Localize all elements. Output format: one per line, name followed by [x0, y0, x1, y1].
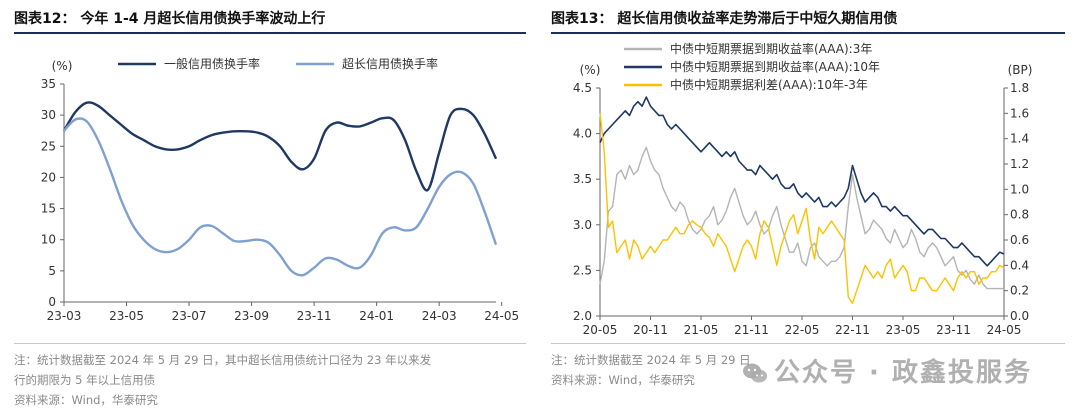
y2-tick-label: 0.6: [1010, 233, 1029, 247]
note-right: 注：统计数据截至 2024 年 5 月 29 日 资料来源：Wind，华泰研究: [551, 350, 751, 390]
chart-turnover: 0 5 10 15 20 25 30 35 (%) 23-03 23-05 23-07 23-09 23-…: [41, 56, 519, 323]
legend-label-1: 中债中短期票据到期收益率(AAA):3年: [670, 41, 872, 56]
y2-tick-label: 1.2: [1010, 157, 1029, 171]
y-tick-label: 15: [41, 202, 56, 216]
y-tick-label: 5: [48, 264, 56, 278]
watermark: 公众号 · 政鑫投服务: [742, 352, 1032, 389]
x-tick-label: 24-03: [422, 309, 457, 323]
series-line-1: [62, 101, 498, 192]
x-tick-label: 21-11: [734, 323, 769, 337]
chart-yield: 2.0 2.5 3.0 3.5 4.0 4.5 (%) 0.0 0.2 0.4 0.6 0.8 1.0 1…: [573, 41, 1033, 337]
y-tick-label: 3.5: [573, 172, 592, 186]
y2-tick-label: 1.6: [1010, 106, 1029, 120]
y-tick-label: 2.5: [573, 263, 592, 277]
wechat-icon: [743, 363, 767, 383]
note-right-line-1: 注：统计数据截至 2024 年 5 月 29 日: [551, 353, 751, 367]
x-tick-label: 22-11: [835, 323, 870, 337]
y2-tick-label: 1.4: [1010, 132, 1029, 146]
x-tick-label: 20-05: [583, 323, 618, 337]
x-tick-label: 23-03: [47, 309, 82, 323]
x-tick-label: 24-01: [359, 309, 394, 323]
x-tick-label: 23-05: [886, 323, 921, 337]
y2-axis-label: (BP): [1008, 63, 1033, 77]
title-rule-right: [551, 32, 1065, 34]
series-line-2: [599, 96, 1005, 267]
y2-tick-label: 1.0: [1010, 182, 1029, 196]
y-tick-label: 35: [41, 77, 56, 91]
y2-tick-label: 0.0: [1010, 309, 1029, 323]
y-tick-label: 30: [41, 108, 56, 122]
watermark-text: 公众号 · 政鑫投服务: [774, 358, 1032, 388]
legend-label-2: 超长信用债换手率: [342, 56, 438, 71]
legend-label-3: 中债中短期票据利差(AAA):10年-3年: [670, 77, 868, 92]
y-axis-label: (%): [580, 63, 601, 77]
legend-label-2: 中债中短期票据到期收益率(AAA):10年: [670, 59, 880, 74]
x-tick-label: 21-05: [684, 323, 719, 337]
x-tick-label: 24-05: [987, 323, 1022, 337]
y-tick-label: 0: [48, 295, 56, 309]
y-tick-label: 4.5: [573, 81, 592, 95]
note-left: 注：统计数据截至 2024 年 5 月 29 日，其中超长信用债统计口径为 23…: [14, 350, 431, 410]
y-tick-label: 10: [41, 233, 56, 247]
x-tick-label: 23-11: [297, 309, 332, 323]
note-rule-left: [14, 343, 526, 344]
note-rule-right: [551, 343, 1065, 344]
figure-title-right: 图表13： 超长信用债收益率走势滞后于中短久期信用债: [551, 11, 898, 27]
figure-title-left: 图表12： 今年 1-4 月超长信用债换手率波动上行: [14, 11, 326, 27]
y2-tick-label: 0.2: [1010, 284, 1029, 298]
x-tick-label: 20-11: [633, 323, 668, 337]
y-tick-label: 3.0: [573, 218, 592, 232]
y-tick-label: 20: [41, 170, 56, 184]
x-tick-label: 22-05: [785, 323, 820, 337]
x-tick-label: 23-11: [936, 323, 971, 337]
y2-tick-label: 1.8: [1010, 81, 1029, 95]
note-left-line-1: 注：统计数据截至 2024 年 5 月 29 日，其中超长信用债统计口径为 23…: [14, 353, 432, 367]
y-tick-label: 4.0: [573, 127, 592, 141]
note-left-line-3: 资料来源：Wind，华泰研究: [14, 393, 158, 407]
note-left-line-2: 行的期限为 5 年以上信用债: [14, 373, 156, 387]
legend-label-1: 一般信用债换手率: [164, 56, 260, 71]
x-tick-label: 23-09: [234, 309, 269, 323]
x-tick-label: 24-05: [484, 309, 519, 323]
series-line-1: [599, 146, 1004, 290]
x-tick-label: 23-07: [172, 309, 207, 323]
series-line-3: [599, 113, 1005, 304]
note-right-line-2: 资料来源：Wind，华泰研究: [551, 373, 695, 387]
x-tick-label: 23-05: [109, 309, 144, 323]
y2-tick-label: 0.4: [1010, 258, 1029, 272]
title-rule-left: [14, 32, 526, 34]
series-line-2: [63, 117, 498, 277]
y2-tick-label: 0.8: [1010, 208, 1029, 222]
y-axis-label: (%): [52, 59, 73, 73]
y-tick-label: 2.0: [573, 309, 592, 323]
y-tick-label: 25: [41, 139, 56, 153]
